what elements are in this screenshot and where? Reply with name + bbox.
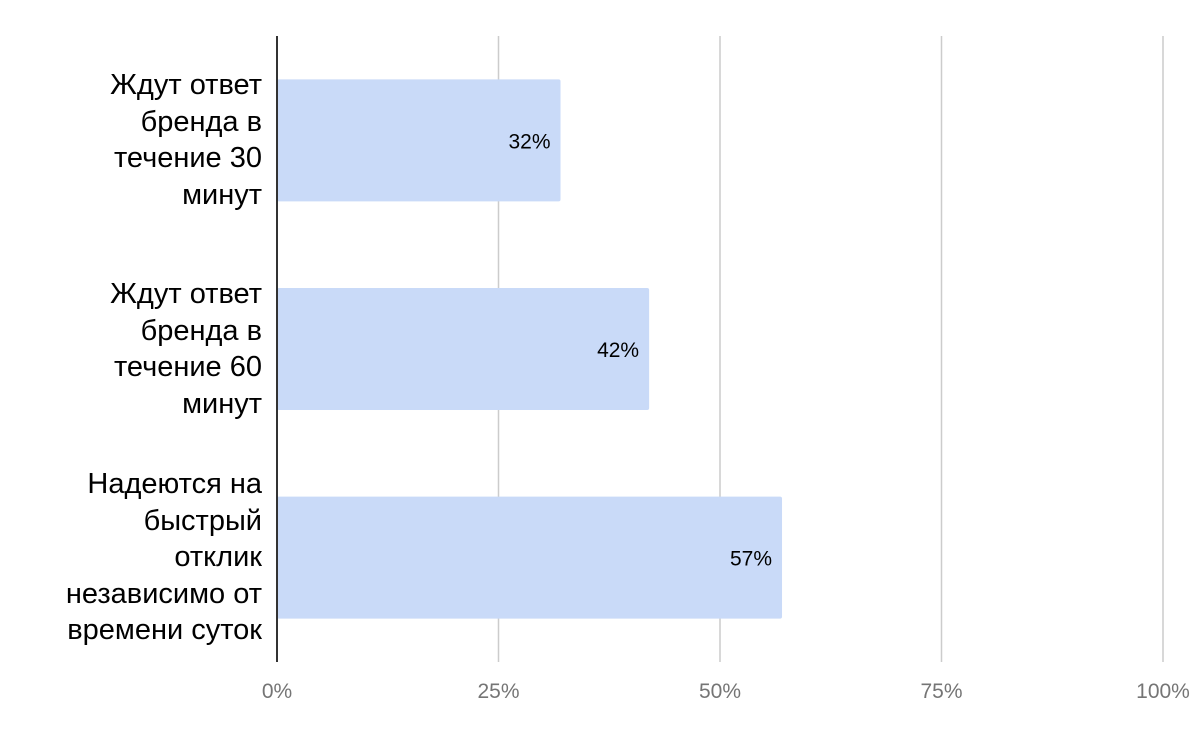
category-label-line: Ждут ответ [110,278,262,310]
bar-1 [277,288,650,410]
category-label-line: независимо от [65,577,262,610]
category-label-line: течение 30 [113,142,262,175]
category-label-line: минут [182,178,262,211]
bar-value-label-0: 32% [508,130,550,153]
category-label-line: быстрый [143,504,262,537]
category-label-line: течение 60 [113,351,262,383]
category-label-line: бренда в [140,314,262,347]
category-label-2: Надеются на быстрый отклик независимо от вре… [66,466,262,649]
x-tick-label-4: 100% [1136,680,1190,703]
bar-0 [277,79,561,202]
category-label-line: бренда в [140,105,262,138]
category-label-line: Ждут ответ [110,69,262,102]
category-label-line: времени суток [67,614,262,647]
x-tick-label-2: 50% [699,680,741,703]
category-label-line: минут [182,387,262,420]
category-label-line: Надеются на [87,468,262,501]
bar-2 [277,496,783,619]
bar-value-label-2: 57% [730,548,772,571]
bar-value-label-1: 42% [597,339,639,362]
x-tick-label-1: 25% [477,680,519,703]
x-tick-label-0: 0% [262,680,292,703]
category-label-line: отклик [174,541,262,574]
category-label-1: Ждут ответ бренда в течение 60 минут [110,276,262,422]
x-tick-label-3: 75% [920,680,962,703]
category-label-0: Ждут ответ бренда в течение 30 минут [110,67,262,213]
